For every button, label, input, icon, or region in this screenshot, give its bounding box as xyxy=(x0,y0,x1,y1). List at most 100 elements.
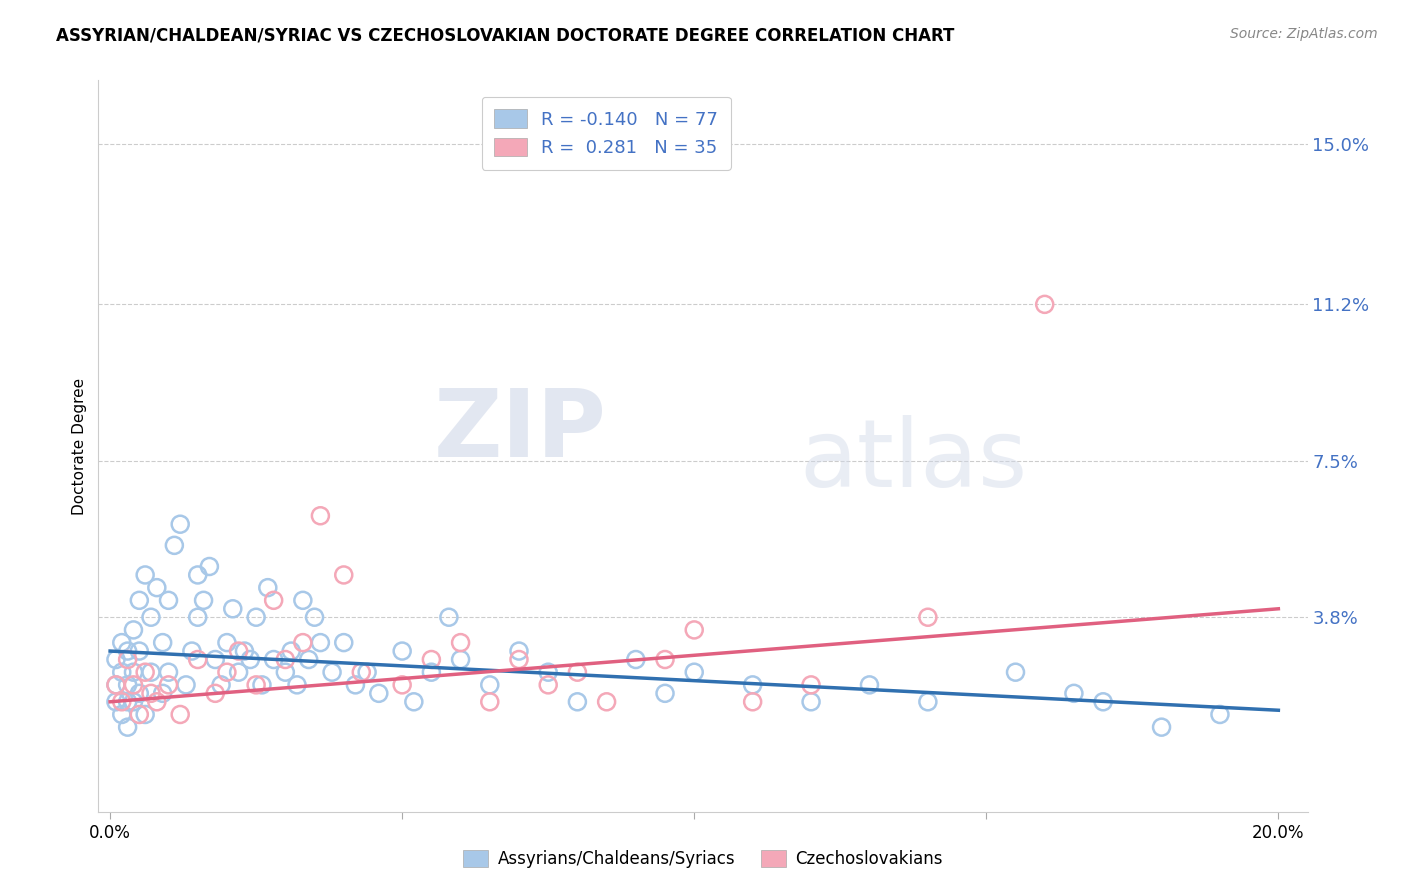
Point xyxy=(209,678,232,692)
Point xyxy=(1004,665,1026,680)
Point xyxy=(332,568,354,582)
Point xyxy=(420,665,443,680)
Point xyxy=(800,695,823,709)
Point xyxy=(104,652,127,666)
Point xyxy=(233,644,256,658)
Point xyxy=(134,568,156,582)
Point xyxy=(437,610,460,624)
Point xyxy=(420,652,443,666)
Point xyxy=(291,635,314,649)
Point xyxy=(1150,720,1173,734)
Point xyxy=(537,665,560,680)
Point xyxy=(291,593,314,607)
Point xyxy=(198,559,221,574)
Point xyxy=(122,623,145,637)
Point xyxy=(117,644,139,658)
Point xyxy=(169,707,191,722)
Point xyxy=(122,665,145,680)
Text: ASSYRIAN/CHALDEAN/SYRIAC VS CZECHOSLOVAKIAN DOCTORATE DEGREE CORRELATION CHART: ASSYRIAN/CHALDEAN/SYRIAC VS CZECHOSLOVAK… xyxy=(56,27,955,45)
Point xyxy=(450,652,472,666)
Point xyxy=(157,665,180,680)
Point xyxy=(567,665,589,680)
Point xyxy=(146,581,169,595)
Point xyxy=(104,678,127,692)
Point xyxy=(117,678,139,692)
Point xyxy=(274,652,297,666)
Point xyxy=(350,665,373,680)
Point xyxy=(163,538,186,552)
Point xyxy=(654,652,676,666)
Text: ZIP: ZIP xyxy=(433,385,606,477)
Point xyxy=(111,695,134,709)
Point xyxy=(683,623,706,637)
Point xyxy=(152,686,174,700)
Point xyxy=(157,593,180,607)
Point xyxy=(741,678,763,692)
Point xyxy=(1033,297,1056,311)
Point xyxy=(187,610,209,624)
Point xyxy=(250,678,273,692)
Point xyxy=(478,678,501,692)
Point xyxy=(1063,686,1085,700)
Y-axis label: Doctorate Degree: Doctorate Degree xyxy=(72,377,87,515)
Text: Source: ZipAtlas.com: Source: ZipAtlas.com xyxy=(1230,27,1378,41)
Point xyxy=(478,695,501,709)
Point xyxy=(321,665,343,680)
Point xyxy=(595,695,617,709)
Point xyxy=(245,610,267,624)
Point xyxy=(122,695,145,709)
Point xyxy=(683,665,706,680)
Point xyxy=(1092,695,1115,709)
Point xyxy=(117,695,139,709)
Point xyxy=(187,652,209,666)
Point xyxy=(117,652,139,666)
Point xyxy=(298,652,321,666)
Point xyxy=(391,678,413,692)
Point xyxy=(187,568,209,582)
Legend: R = -0.140   N = 77, R =  0.281   N = 35: R = -0.140 N = 77, R = 0.281 N = 35 xyxy=(482,96,731,169)
Point xyxy=(537,678,560,692)
Point xyxy=(174,678,197,692)
Legend: Assyrians/Chaldeans/Syriacs, Czechoslovakians: Assyrians/Chaldeans/Syriacs, Czechoslova… xyxy=(457,843,949,875)
Point xyxy=(152,635,174,649)
Point xyxy=(139,686,162,700)
Point xyxy=(134,707,156,722)
Point xyxy=(309,508,332,523)
Point xyxy=(228,644,250,658)
Point xyxy=(122,678,145,692)
Point xyxy=(104,678,127,692)
Point xyxy=(917,610,939,624)
Point xyxy=(263,593,285,607)
Point xyxy=(215,635,238,649)
Point xyxy=(508,644,530,658)
Point xyxy=(280,644,302,658)
Point xyxy=(104,695,127,709)
Point xyxy=(309,635,332,649)
Point xyxy=(274,665,297,680)
Point xyxy=(285,678,308,692)
Point xyxy=(1209,707,1232,722)
Point xyxy=(402,695,425,709)
Point xyxy=(654,686,676,700)
Point xyxy=(800,678,823,692)
Point xyxy=(304,610,326,624)
Point xyxy=(239,652,262,666)
Point xyxy=(245,678,267,692)
Point xyxy=(917,695,939,709)
Point xyxy=(228,665,250,680)
Point xyxy=(858,678,880,692)
Point xyxy=(128,707,150,722)
Point xyxy=(367,686,389,700)
Point xyxy=(169,517,191,532)
Point xyxy=(256,581,278,595)
Point xyxy=(180,644,202,658)
Point xyxy=(134,665,156,680)
Point xyxy=(157,678,180,692)
Point xyxy=(139,610,162,624)
Point xyxy=(193,593,215,607)
Point xyxy=(263,652,285,666)
Point xyxy=(128,686,150,700)
Point xyxy=(624,652,647,666)
Point xyxy=(741,695,763,709)
Point xyxy=(146,695,169,709)
